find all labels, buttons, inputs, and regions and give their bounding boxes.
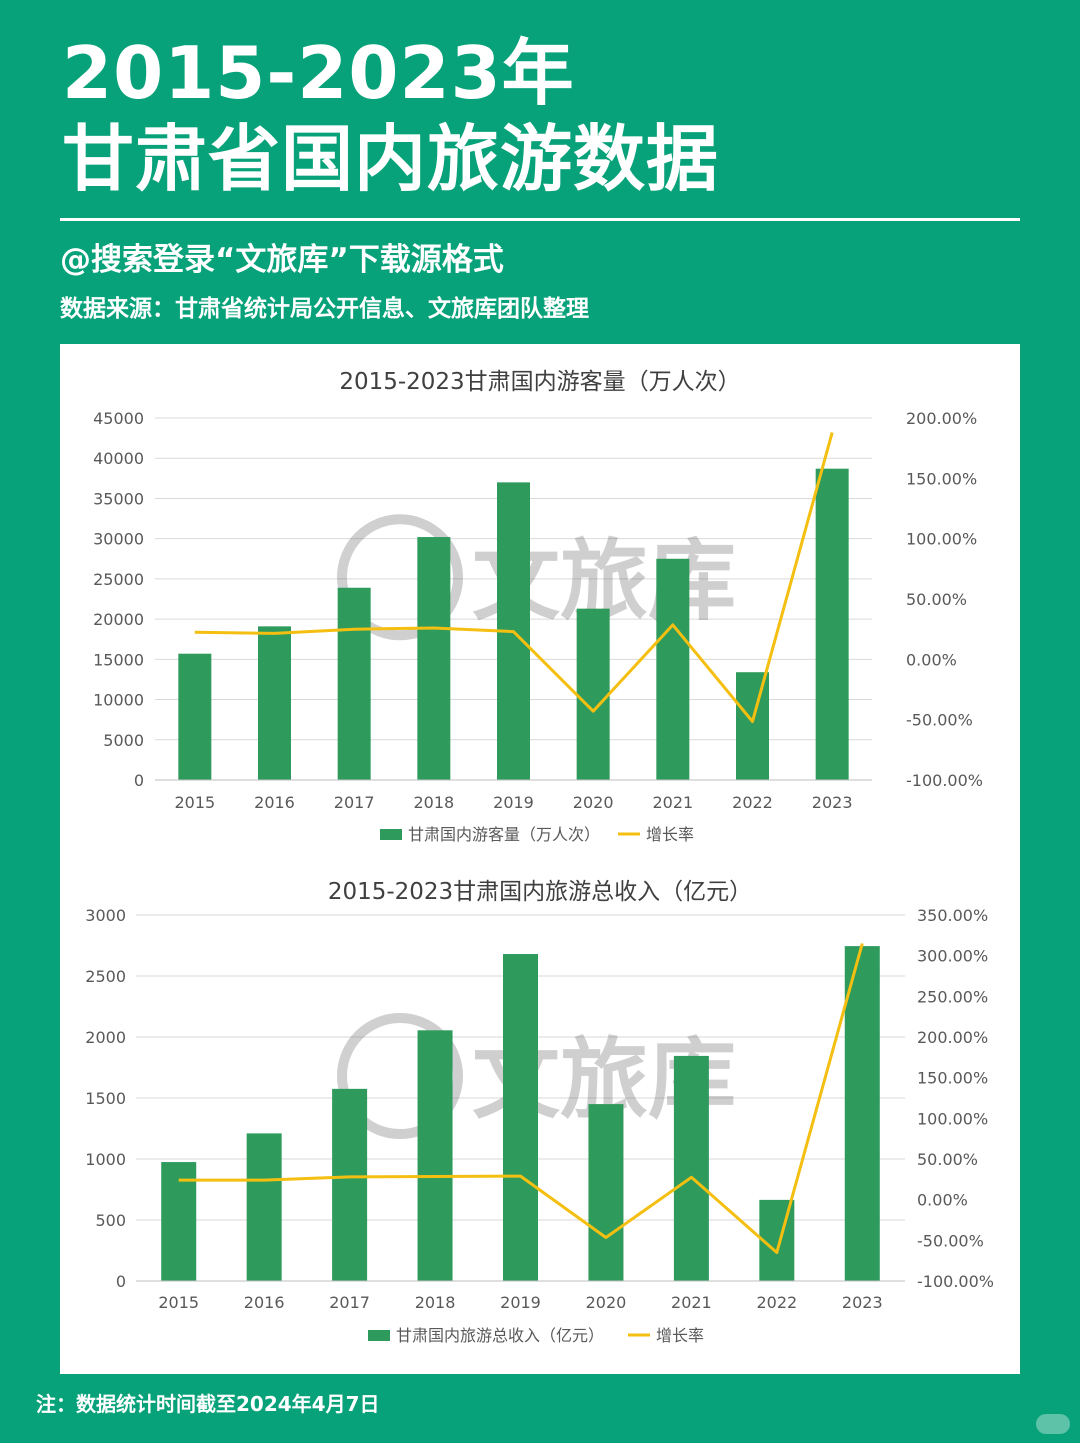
chart-legend: 甘肃国内游客量（万人次） 增长率 <box>380 825 694 844</box>
bar <box>673 1055 709 1281</box>
chart-legend: 甘肃国内旅游总收入（亿元） 增长率 <box>368 1326 704 1345</box>
bar <box>656 558 690 780</box>
legend-bar-swatch <box>380 829 402 840</box>
x-tick-label: 2023 <box>812 793 853 812</box>
chart-title: 2015-2023甘肃国内旅游总收入（亿元） <box>328 879 752 905</box>
y-tick-label: 2000 <box>85 1028 126 1047</box>
bar <box>417 1030 453 1281</box>
y-tick-label: 1500 <box>85 1089 126 1108</box>
x-tick-label: 2018 <box>415 1293 456 1312</box>
chart-title: 2015-2023甘肃国内游客量（万人次） <box>339 369 740 395</box>
y2-tick-label: 250.00% <box>917 987 988 1006</box>
x-tick-label: 2015 <box>174 793 215 812</box>
growth-rate-line <box>194 432 834 723</box>
y-tick-label: 40000 <box>93 449 144 468</box>
y2-tick-label: -50.00% <box>906 711 973 730</box>
legend-bar-label: 甘肃国内旅游总收入（亿元） <box>396 1326 604 1345</box>
y2-tick-label: -100.00% <box>917 1272 994 1291</box>
bar <box>576 608 610 780</box>
y2-tick-label: 300.00% <box>917 947 988 966</box>
y2-tick-label: 350.00% <box>917 906 988 925</box>
y2-tick-label: 100.00% <box>906 530 977 549</box>
download-hint: @搜索登录“文旅库”下载源格式 <box>60 242 504 278</box>
bar <box>337 587 371 780</box>
x-tick-label: 2016 <box>254 793 295 812</box>
x-tick-label: 2021 <box>671 1293 712 1312</box>
bar <box>503 954 538 1281</box>
x-tick-label: 2015 <box>158 1293 199 1312</box>
x-tick-label: 2020 <box>586 1293 627 1312</box>
page-title-line2: 甘肃省国内旅游数据 <box>62 117 720 201</box>
bar <box>332 1088 368 1281</box>
x-tick-label: 2017 <box>329 1293 370 1312</box>
y-tick-label: 15000 <box>93 650 144 669</box>
watermark-logo-icon <box>337 514 463 641</box>
x-tick-label: 2022 <box>756 1293 797 1312</box>
x-tick-label: 2016 <box>244 1293 285 1312</box>
y2-tick-label: 150.00% <box>906 469 977 488</box>
y-tick-label: 25000 <box>93 570 144 589</box>
x-tick-label: 2019 <box>500 1293 541 1312</box>
legend-line-label: 增长率 <box>646 825 694 844</box>
x-tick-label: 2022 <box>732 793 773 812</box>
y2-tick-label: -50.00% <box>917 1231 984 1250</box>
y2-tick-label: 100.00% <box>917 1109 988 1128</box>
bar <box>246 1133 282 1281</box>
y2-tick-label: 200.00% <box>917 1028 988 1047</box>
x-tick-label: 2017 <box>334 793 375 812</box>
legend-line-label: 增长率 <box>656 1326 704 1345</box>
y-tick-label: 5000 <box>103 731 144 750</box>
bar <box>161 1162 197 1281</box>
bar <box>844 946 880 1281</box>
y-tick-label: 45000 <box>93 409 144 428</box>
y2-tick-label: 0.00% <box>906 650 957 669</box>
page-title-line1: 2015-2023年 <box>62 31 575 115</box>
y2-tick-label: 0.00% <box>917 1191 968 1210</box>
y-tick-label: 3000 <box>85 906 126 925</box>
y2-tick-label: 50.00% <box>906 590 967 609</box>
bar <box>417 537 451 780</box>
watermark-logo-icon <box>337 1013 463 1140</box>
growth-rate-line <box>178 943 864 1254</box>
y2-tick-label: 50.00% <box>917 1150 978 1169</box>
y-tick-label: 2500 <box>85 967 126 986</box>
y-tick-label: 0 <box>134 771 144 790</box>
title-divider <box>60 218 1020 221</box>
bar <box>178 653 212 780</box>
y-tick-label: 20000 <box>93 610 144 629</box>
x-tick-label: 2019 <box>493 793 534 812</box>
y-tick-label: 10000 <box>93 691 144 710</box>
bar <box>258 626 291 780</box>
y-tick-label: 0 <box>116 1272 126 1291</box>
x-tick-label: 2020 <box>573 793 614 812</box>
visitors-chart: 2015-2023甘肃国内游客量（万人次） 45000 40000 35000 3000… <box>93 369 983 844</box>
corner-badge <box>1036 1414 1070 1434</box>
y-tick-label: 30000 <box>93 530 144 549</box>
y2-tick-label: -100.00% <box>906 771 983 790</box>
page-title: 2015-2023年 甘肃省国内旅游数据 <box>62 30 719 202</box>
y-tick-label: 500 <box>95 1211 126 1230</box>
x-tick-label: 2021 <box>652 793 693 812</box>
x-tick-label: 2023 <box>842 1293 883 1312</box>
legend-bar-swatch <box>368 1330 390 1341</box>
bar <box>736 672 769 780</box>
y2-tick-label: 150.00% <box>917 1069 988 1088</box>
bar <box>815 468 849 780</box>
y-tick-label: 1000 <box>85 1150 126 1169</box>
bar <box>588 1104 624 1281</box>
revenue-chart: 2015-2023甘肃国内旅游总收入（亿元） 3000 2500 2000 1500 10… <box>85 879 994 1345</box>
legend-bar-label: 甘肃国内游客量（万人次） <box>408 825 600 844</box>
y2-tick-label: 200.00% <box>906 409 977 428</box>
y-tick-label: 35000 <box>93 489 144 508</box>
footnote: 注：数据统计时间截至2024年4月7日 <box>36 1392 380 1416</box>
data-source: 数据来源：甘肃省统计局公开信息、文旅库团队整理 <box>60 296 589 322</box>
x-tick-label: 2018 <box>413 793 454 812</box>
chart-panel: 2015-2023甘肃国内游客量（万人次） 45000 40000 35000 3000… <box>60 344 1020 1374</box>
